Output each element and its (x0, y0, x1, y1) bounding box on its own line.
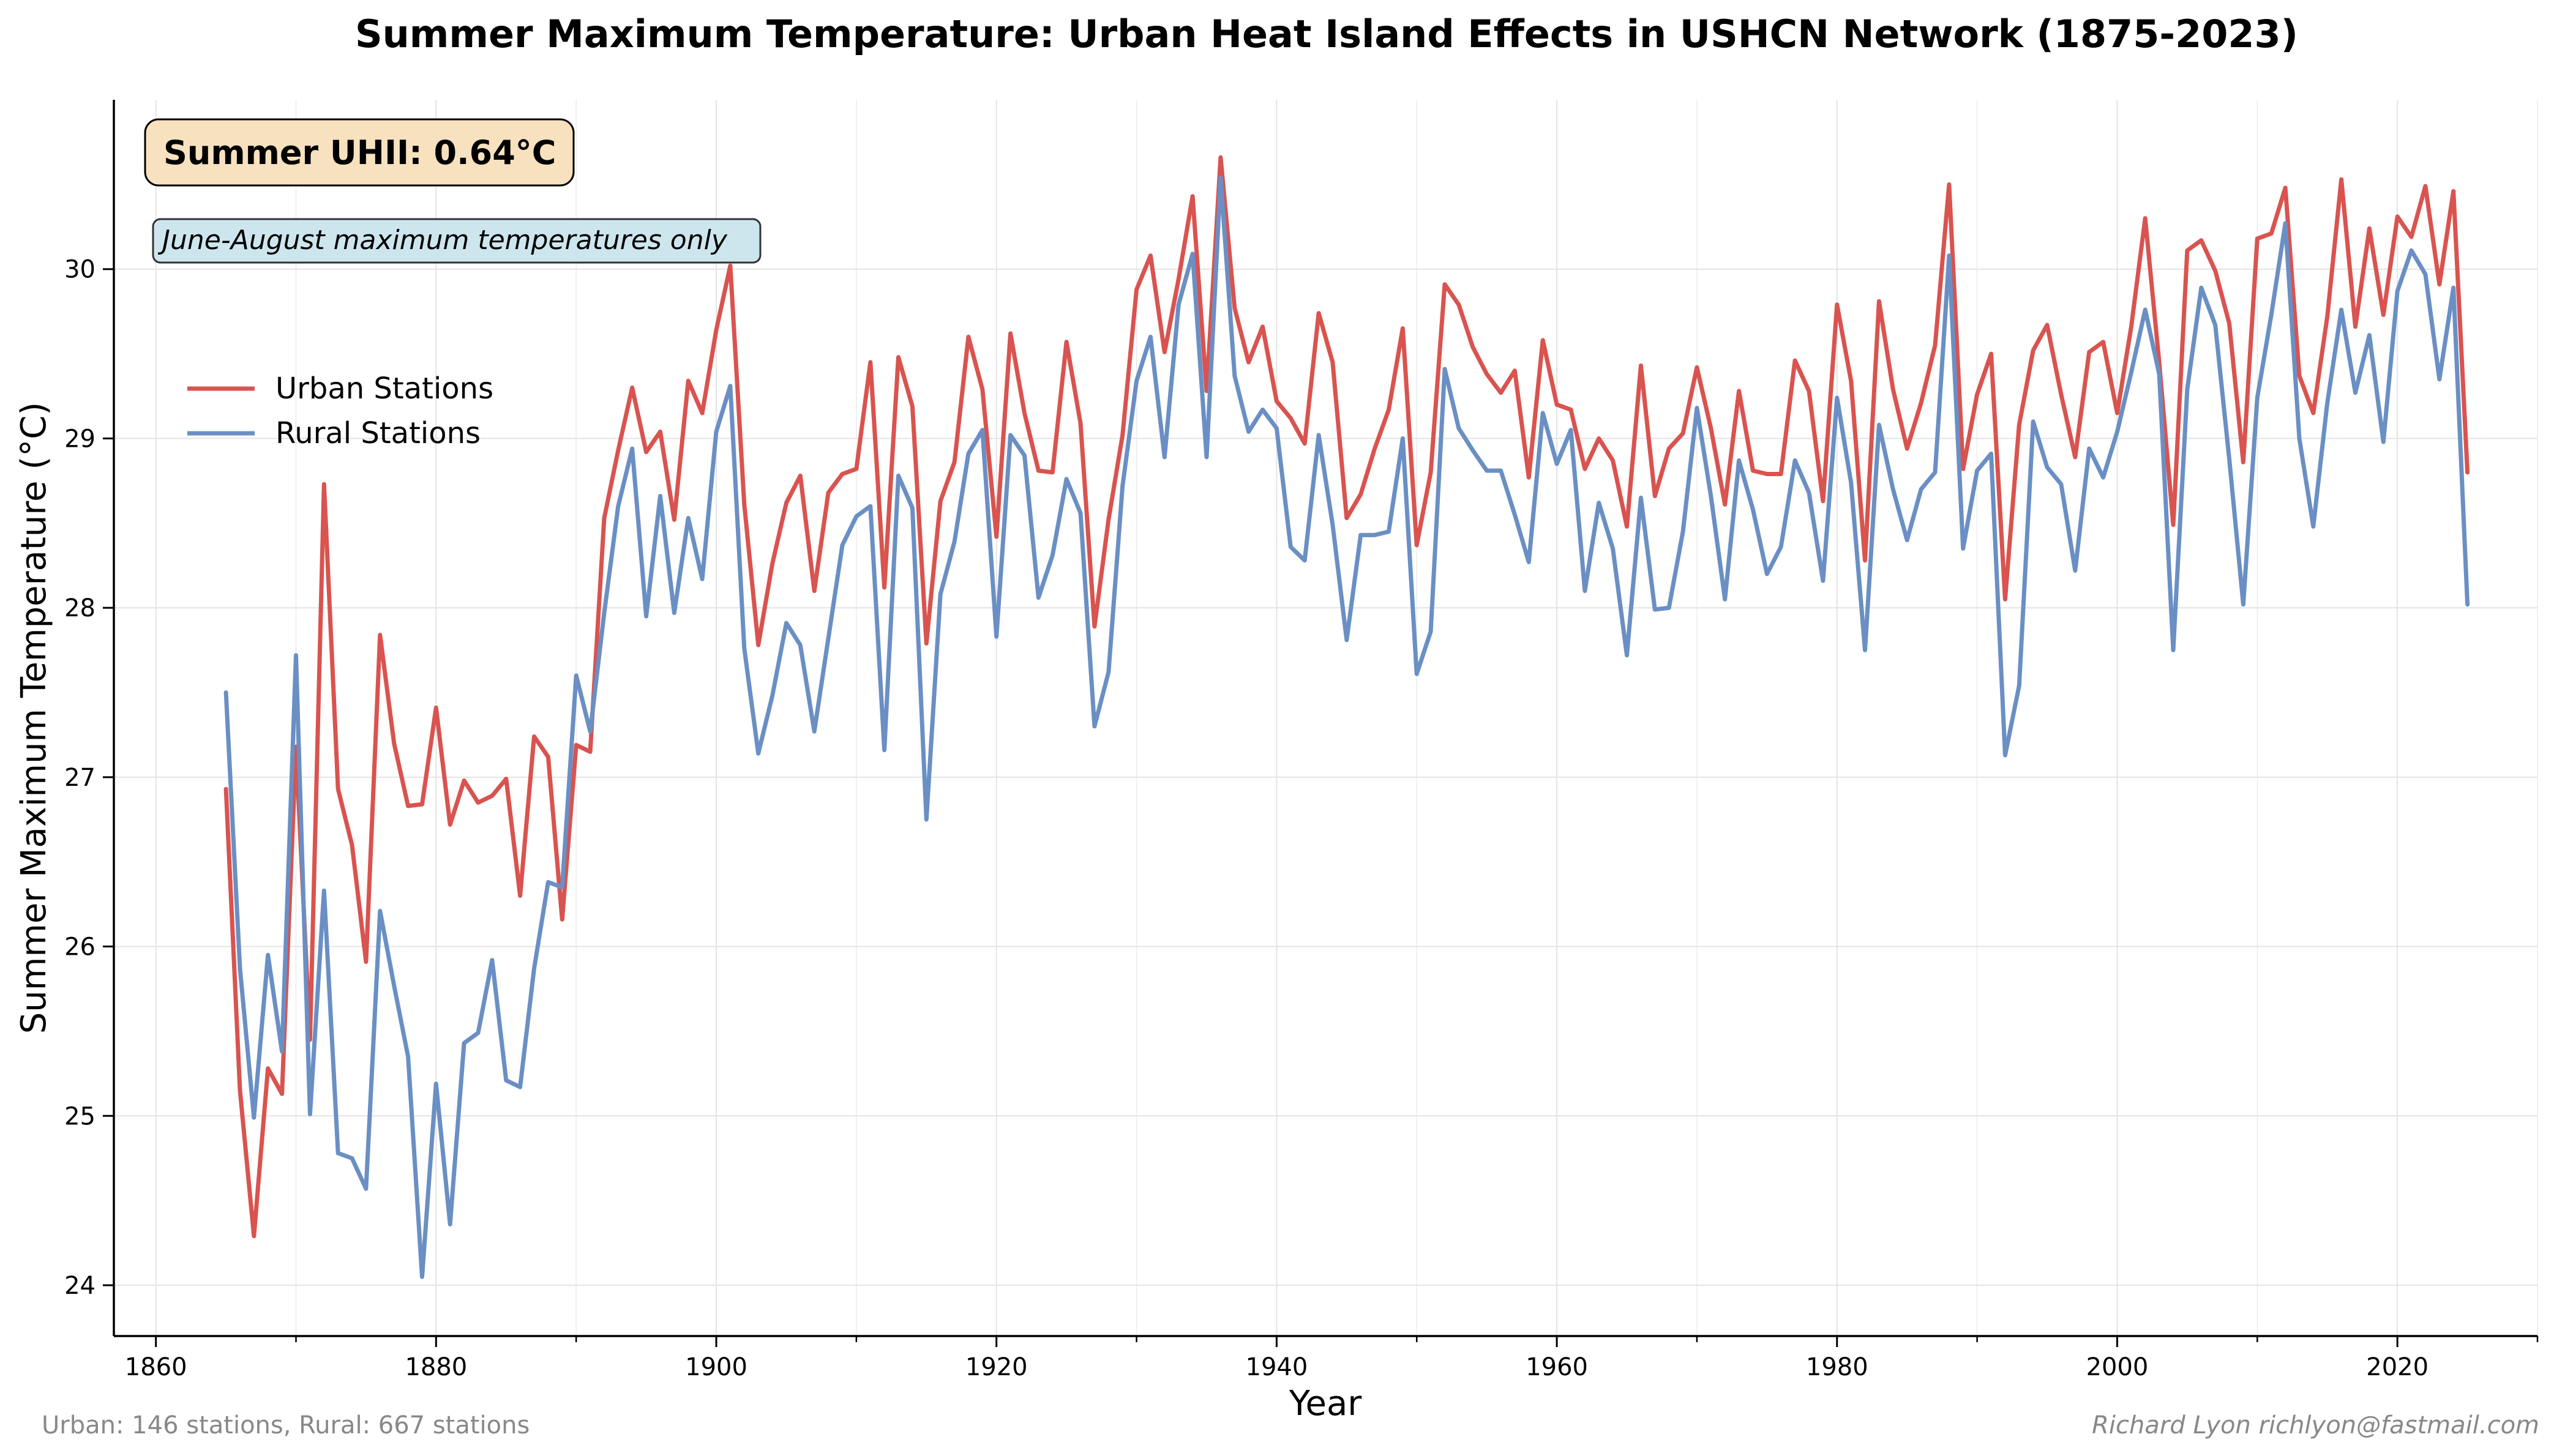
x-tick-label: 1940 (1246, 1353, 1308, 1381)
y-tick-label: 29 (64, 425, 95, 453)
footer-station-counts: Urban: 146 stations, Rural: 667 stations (42, 1411, 530, 1439)
note-annotation-box (152, 218, 762, 264)
x-tick-label: 1980 (1806, 1353, 1868, 1381)
footer-author: Richard Lyon richlyon@fastmail.com (2092, 1411, 2539, 1439)
y-tick-label: 28 (64, 594, 95, 622)
x-axis: 1860 1880 1900 1920 1940 1960 1980 2000 2020 (125, 1336, 2539, 1381)
y-tick-label: 26 (64, 933, 95, 961)
y-tick-label: 25 (64, 1102, 95, 1130)
x-tick-label: 2000 (2086, 1353, 2149, 1381)
x-tick-label: 1900 (685, 1353, 747, 1381)
y-tick-label: 27 (64, 764, 95, 792)
x-tick-label: 1960 (1526, 1353, 1588, 1381)
x-tick-label: 1880 (405, 1353, 467, 1381)
x-axis-label: Year (1289, 1384, 1363, 1424)
chart-title: Summer Maximum Temperature: Urban Heat I… (355, 12, 2298, 56)
y-tick-label: 30 (64, 256, 95, 284)
series-line-urban (223, 155, 2470, 1239)
uhii-annotation-box (144, 118, 575, 187)
x-tick-label: 1860 (125, 1353, 187, 1381)
y-axis: 24 25 26 27 28 29 30 (64, 256, 114, 1300)
legend-label-rural: Rural Stations (275, 416, 481, 450)
series-line-rural (223, 175, 2470, 1279)
y-tick-label: 24 (64, 1272, 95, 1300)
note-annotation-text: June-August maximum temperatures only (157, 225, 728, 256)
x-tick-label: 1920 (965, 1353, 1028, 1381)
uhii-annotation-text: Summer UHII: 0.64°C (163, 133, 556, 172)
legend: Urban Stations Rural Stations (187, 371, 493, 450)
y-axis-label: Summer Maximum Temperature (°C) (14, 402, 54, 1034)
x-tick-label: 2020 (2366, 1353, 2429, 1381)
series-lines (223, 155, 2470, 1279)
legend-label-urban: Urban Stations (275, 371, 493, 406)
grid (114, 100, 2538, 1336)
